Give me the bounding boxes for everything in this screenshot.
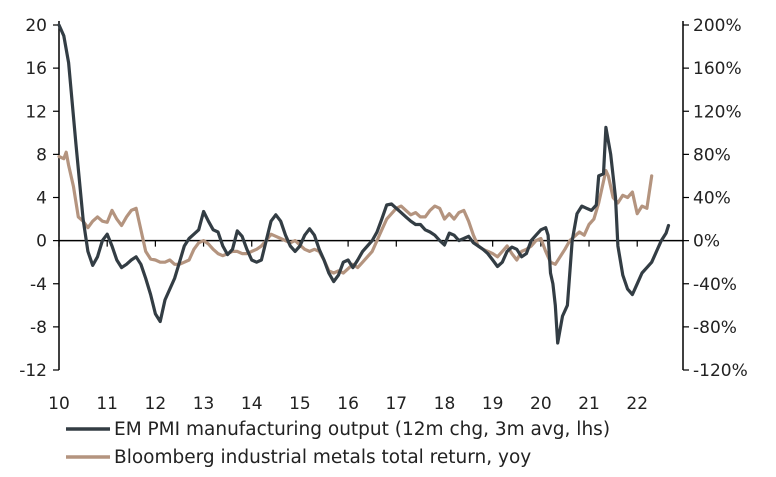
x-tick-label: 18 — [434, 394, 456, 414]
x-tick-label: 13 — [193, 394, 215, 414]
right-y-tick-label: 80% — [693, 145, 731, 165]
right-y-tick-label: 0% — [693, 232, 720, 252]
x-tick-label: 11 — [96, 394, 118, 414]
right-y-tick-label: 40% — [693, 189, 731, 209]
x-tick-label: 16 — [337, 394, 359, 414]
right-y-tick-label: -120% — [693, 361, 748, 381]
x-tick-label: 21 — [578, 394, 600, 414]
axes — [58, 21, 684, 370]
left-y-tick-label: -8 — [30, 318, 47, 338]
series-line-bloomberg-metals — [57, 150, 654, 275]
x-tick-label: 17 — [385, 394, 407, 414]
left-y-tick-label: -12 — [19, 361, 47, 381]
left-y-tick-label: 8 — [36, 145, 47, 165]
legend-label: Bloomberg industrial metals total return… — [114, 447, 531, 468]
left-y-tick-label: -4 — [30, 275, 47, 295]
left-y-tick-label: 20 — [25, 16, 47, 36]
left-y-tick-label: 12 — [25, 102, 47, 122]
x-tick-label: 20 — [530, 394, 552, 414]
x-tick-label: 19 — [482, 394, 504, 414]
x-tick-label: 12 — [145, 394, 167, 414]
series-line-em-pmi — [57, 23, 671, 345]
left-y-ticks: 20 16 12 8 4 0 -4 -8 -12 — [19, 16, 59, 381]
left-y-tick-label: 4 — [36, 189, 47, 209]
legend-label: EM PMI manufacturing output (12m chg, 3m… — [114, 419, 610, 440]
right-y-tick-label: 160% — [693, 59, 742, 79]
right-y-tick-label: -40% — [693, 275, 737, 295]
x-ticks: 10 11 12 13 14 15 16 17 18 19 20 21 22 — [48, 240, 648, 414]
legend: EM PMI manufacturing output (12m chg, 3m… — [66, 419, 610, 468]
right-y-ticks: 200% 160% 120% 80% 40% 0% -40% -80% -120% — [683, 16, 748, 381]
right-y-tick-label: 200% — [693, 16, 742, 36]
x-tick-label: 10 — [48, 394, 70, 414]
series-group — [57, 23, 671, 345]
left-y-tick-label: 0 — [36, 232, 47, 252]
left-y-tick-label: 16 — [25, 59, 47, 79]
right-y-tick-label: 120% — [693, 102, 742, 122]
x-tick-label: 22 — [626, 394, 648, 414]
x-tick-label: 15 — [289, 394, 311, 414]
right-y-tick-label: -80% — [693, 318, 737, 338]
x-tick-label: 14 — [241, 394, 263, 414]
